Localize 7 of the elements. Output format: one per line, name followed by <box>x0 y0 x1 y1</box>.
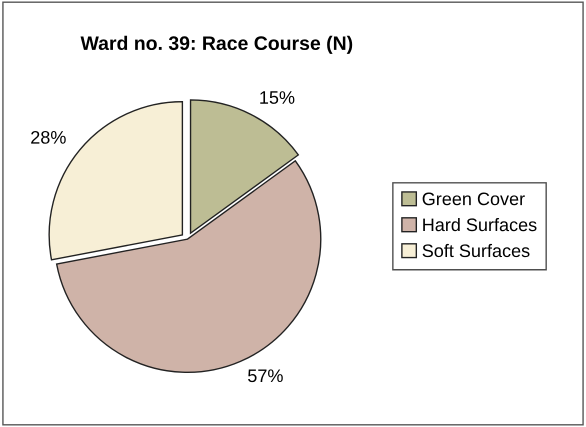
legend-label: Hard Surfaces <box>423 218 536 232</box>
legend-label: Green Cover <box>422 192 525 206</box>
data-label: 15% <box>260 91 294 104</box>
data-label: 57% <box>248 369 283 382</box>
data-label: 28% <box>31 130 66 144</box>
legend-label: Soft Surfaces <box>422 244 530 258</box>
chart-title: Ward no. 39: Race Course (N) <box>80 36 352 54</box>
